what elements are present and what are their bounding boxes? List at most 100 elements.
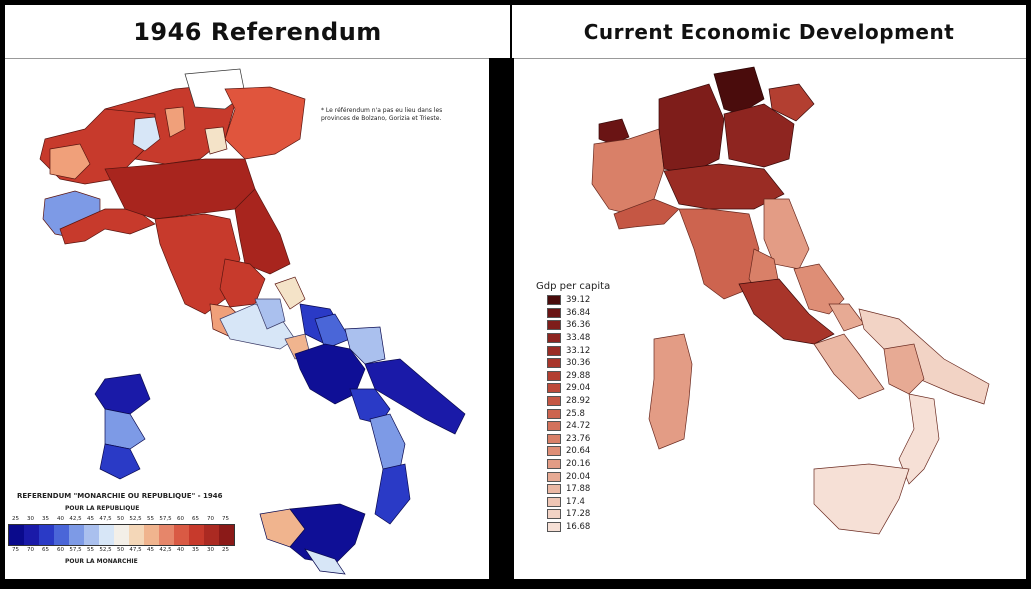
region-calabria-north (369, 413, 406, 470)
region-sicily-gdp (813, 463, 910, 535)
legend-tick: 60 (177, 516, 184, 522)
referendum-color-ramp (8, 524, 235, 546)
region-sardinia-gdp (648, 333, 693, 450)
gdp-legend: 39.12 36.84 36.36 33.48 33.12 30.36 29.88 29.04… (547, 294, 590, 533)
gdp-legend-swatch (547, 521, 561, 532)
gdp-legend-swatch (547, 333, 561, 344)
gdp-legend-swatch (547, 383, 561, 394)
gdp-legend-row: 17.28 (547, 508, 590, 521)
referendum-legend-title: REFERENDUM "MONARCHIE OU REPUBLIQUE" - 1… (17, 492, 223, 500)
legend-tick: 25 (12, 516, 19, 522)
ramp-swatch (84, 525, 99, 545)
legend-top-ticks: 25 30 35 40 42,5 45 47,5 50 52,5 55 57,5 60 65 70 75 (8, 516, 233, 522)
gdp-legend-value: 16.68 (566, 521, 591, 532)
legend-tick: 60 (57, 547, 64, 553)
region-emilia (104, 158, 256, 220)
gdp-legend-value: 17.88 (566, 484, 591, 495)
legend-tick: 35 (192, 547, 199, 553)
ramp-swatch (99, 525, 114, 545)
gdp-legend-value: 39.12 (566, 295, 591, 306)
gdp-legend-swatch (547, 307, 561, 318)
legend-tick: 35 (42, 516, 49, 522)
gdp-map (591, 66, 990, 535)
gdp-legend-swatch (547, 459, 561, 470)
legend-tick: 70 (27, 547, 34, 553)
legend-tick: 45 (147, 547, 154, 553)
gdp-legend-swatch (547, 396, 561, 407)
gdp-map-panel: Gdp per capita 39.12 36.84 36.36 33.48 33.12… (514, 58, 1026, 579)
gdp-legend-value: 30.36 (566, 358, 591, 369)
gdp-legend-row: 16.68 (547, 521, 590, 534)
gdp-legend-row: 29.04 (547, 382, 590, 395)
region-puglia (364, 358, 466, 435)
ramp-swatch (39, 525, 54, 545)
legend-tick: 40 (57, 516, 64, 522)
region-lazio-gdp (738, 278, 835, 345)
legend-tick: 42,5 (69, 516, 82, 522)
region-liguria-gdp (613, 198, 680, 230)
legend-tick: 55 (147, 516, 154, 522)
legend-republic-label: POUR LA REPUBLIQUE (65, 505, 140, 512)
region-bergamo (164, 106, 186, 138)
legend-tick: 40 (177, 547, 184, 553)
region-sicily (289, 503, 366, 565)
left-panel-title: 1946 Referendum (5, 5, 510, 58)
gdp-legend-value: 17.28 (566, 509, 591, 520)
ramp-swatch (129, 525, 144, 545)
region-calabria-gdp (898, 393, 940, 485)
gdp-legend-row: 20.16 (547, 458, 590, 471)
ramp-swatch (144, 525, 159, 545)
region-lombardy-gdp (658, 83, 725, 175)
legend-tick: 30 (207, 547, 214, 553)
gdp-legend-swatch (547, 408, 561, 419)
legend-tick: 42,5 (159, 547, 172, 553)
region-liguria (59, 208, 156, 245)
gdp-legend-value: 29.88 (566, 370, 591, 381)
region-abruzzo-pale (274, 276, 306, 310)
referendum-map (39, 68, 466, 575)
gdp-legend-swatch (547, 370, 561, 381)
legend-monarchy-label: POUR LA MONARCHIE (65, 558, 138, 565)
referendum-note: * Le référendum n'a pas eu lieu dans les… (321, 107, 443, 122)
gdp-legend-swatch (547, 484, 561, 495)
region-lazio-blue (254, 298, 286, 330)
region-puglia-north (344, 326, 386, 365)
ramp-swatch (69, 525, 84, 545)
region-veneto (224, 86, 306, 160)
region-sardinia-north (94, 373, 151, 415)
gdp-legend-swatch (547, 433, 561, 444)
gdp-legend-value: 20.16 (566, 459, 591, 470)
gdp-legend-swatch (547, 295, 561, 306)
gdp-legend-value: 33.12 (566, 345, 591, 356)
gdp-legend-value: 20.64 (566, 446, 591, 457)
gdp-legend-row: 20.64 (547, 445, 590, 458)
region-aosta (49, 143, 91, 180)
legend-tick: 25 (222, 547, 229, 553)
ramp-swatch (189, 525, 204, 545)
right-panel-title: Current Economic Development (512, 5, 1026, 58)
legend-tick: 50 (117, 547, 124, 553)
gdp-legend-swatch (547, 345, 561, 356)
gdp-legend-value: 23.76 (566, 433, 591, 444)
region-puglia-gdp (858, 308, 990, 405)
ramp-swatch (24, 525, 39, 545)
region-friuli-gdp (768, 83, 815, 122)
gdp-legend-swatch (547, 320, 561, 331)
gdp-legend-value: 33.48 (566, 333, 591, 344)
region-molise (314, 313, 351, 350)
region-molise-gdp (828, 303, 865, 332)
gdp-legend-row: 20.04 (547, 470, 590, 483)
legend-tick: 57,5 (159, 516, 172, 522)
gdp-legend-value: 17.4 (566, 496, 585, 507)
gdp-legend-row: 24.72 (547, 420, 590, 433)
gdp-legend-row: 33.12 (547, 344, 590, 357)
legend-tick: 57,5 (69, 547, 82, 553)
gdp-legend-swatch (547, 358, 561, 369)
legend-tick: 52,5 (99, 547, 112, 553)
legend-tick: 47,5 (129, 547, 142, 553)
gdp-legend-row: 25.8 (547, 407, 590, 420)
legend-tick: 50 (117, 516, 124, 522)
gdp-legend-title: Gdp per capita (536, 281, 611, 292)
ramp-swatch (114, 525, 129, 545)
region-lake-provinces (132, 116, 161, 152)
